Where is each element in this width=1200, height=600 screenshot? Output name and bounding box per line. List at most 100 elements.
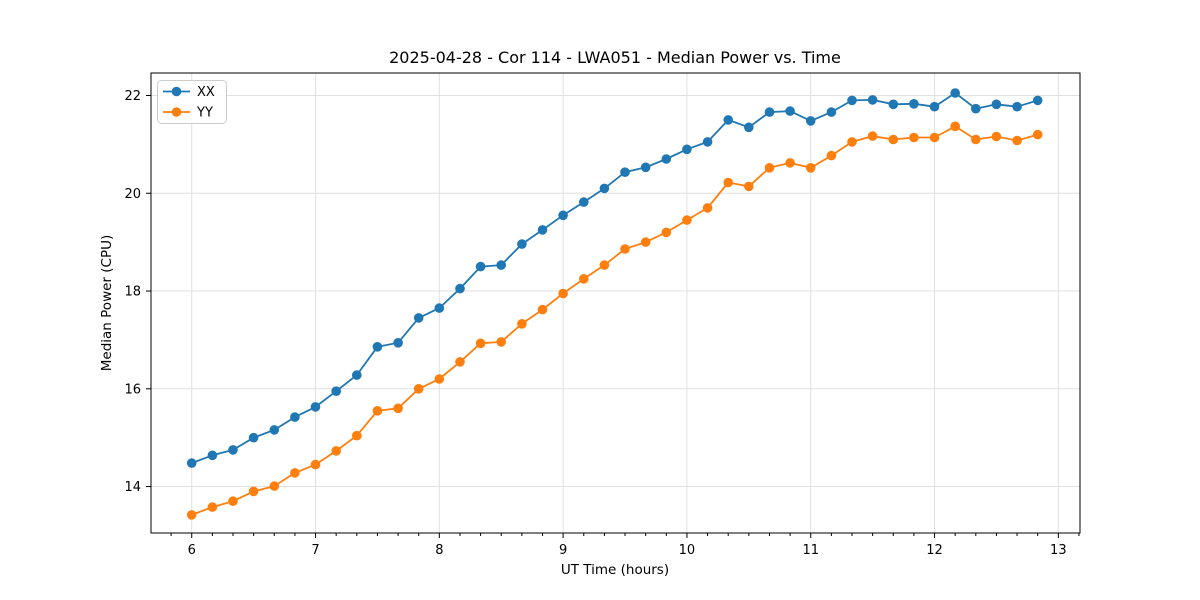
data-point-xx [991, 99, 1002, 110]
data-point-yy [682, 215, 692, 225]
data-point-yy [723, 177, 733, 188]
data-point-xx [723, 115, 733, 125]
data-point-yy [909, 132, 919, 143]
x-axis-label: UT Time (hours) [561, 562, 669, 578]
data-series [186, 88, 1043, 520]
y-tick-label: 18 [124, 285, 141, 300]
data-point-xx [599, 183, 610, 194]
data-point-yy [579, 274, 589, 284]
data-point-xx [537, 225, 548, 235]
data-point-yy [805, 163, 816, 173]
data-point-xx [517, 239, 527, 249]
data-point-yy [620, 244, 630, 254]
data-point-xx [290, 412, 300, 422]
data-point-yy [475, 338, 486, 349]
data-point-xx [331, 386, 342, 397]
grid-lines [151, 73, 1080, 533]
data-point-yy [496, 337, 507, 347]
data-point-yy [413, 384, 424, 394]
data-point-yy [950, 121, 960, 132]
legend-marker-yy [171, 107, 182, 117]
data-point-xx [352, 370, 362, 380]
data-point-xx [805, 116, 816, 126]
data-point-xx [475, 261, 486, 272]
series-xx [186, 88, 1043, 468]
data-point-xx [434, 303, 445, 313]
legend-label-xx: XX [197, 85, 215, 100]
data-point-xx [455, 283, 465, 294]
axis-ticks [146, 94, 1080, 538]
data-point-yy [186, 510, 197, 520]
data-point-yy [352, 430, 362, 441]
plot-area-frame [150, 72, 1081, 534]
data-point-xx [744, 122, 754, 133]
data-point-yy [847, 137, 857, 147]
data-point-xx [929, 101, 940, 112]
data-point-xx [764, 107, 775, 117]
data-point-xx [640, 162, 651, 173]
x-tick-label: 9 [559, 543, 567, 558]
data-point-yy [888, 134, 899, 145]
x-tick-label: 8 [435, 543, 443, 558]
data-point-xx [950, 88, 960, 98]
data-point-yy [455, 357, 465, 367]
data-point-xx [579, 197, 589, 207]
data-point-xx [702, 137, 713, 147]
data-point-xx [186, 458, 197, 468]
series-line-yy [190, 125, 1039, 516]
x-tick-label: 10 [679, 543, 696, 558]
data-point-xx [496, 260, 507, 270]
data-point-yy [971, 134, 981, 145]
data-point-xx [682, 144, 692, 155]
data-point-xx [785, 106, 795, 116]
y-tick-label: 22 [124, 89, 141, 104]
legend: XX YY [157, 80, 227, 124]
data-point-yy [867, 131, 878, 141]
data-point-yy [372, 406, 383, 416]
data-point-yy [599, 260, 610, 270]
legend-entry-xx: XX [163, 85, 215, 100]
y-axis-label: Median Power (CPU) [99, 235, 115, 371]
data-point-xx [1032, 95, 1043, 106]
data-point-xx [847, 95, 857, 106]
series-yy [186, 121, 1043, 520]
chart-title: 2025-04-28 - Cor 114 - LWA051 - Median P… [389, 48, 841, 67]
x-tick-label: 12 [926, 543, 943, 558]
data-point-xx [269, 425, 280, 435]
data-point-yy [785, 158, 795, 168]
axis-tick-labels: 6 7 8 9 10 11 12 13 14 16 18 20 22 [124, 89, 1066, 558]
data-point-xx [558, 210, 568, 221]
data-point-xx [620, 167, 630, 177]
data-point-xx [909, 99, 919, 109]
data-point-yy [929, 132, 940, 143]
data-point-xx [372, 342, 383, 352]
data-point-yy [1012, 135, 1022, 146]
data-point-yy [207, 502, 218, 512]
data-point-yy [290, 468, 300, 478]
data-point-yy [537, 304, 548, 315]
x-tick-label: 11 [802, 543, 819, 558]
legend-entry-yy: YY [163, 106, 213, 121]
data-point-yy [640, 237, 651, 247]
data-point-yy [393, 403, 403, 414]
data-point-yy [269, 481, 280, 491]
data-point-xx [413, 313, 424, 323]
x-tick-label: 6 [188, 543, 196, 558]
data-point-xx [661, 154, 672, 164]
data-point-yy [517, 319, 527, 329]
data-point-xx [393, 338, 403, 348]
y-tick-label: 14 [124, 480, 141, 495]
data-point-yy [434, 374, 445, 384]
data-point-xx [1012, 101, 1022, 112]
data-point-yy [310, 459, 321, 470]
data-point-yy [826, 150, 837, 161]
data-point-yy [764, 163, 775, 173]
data-point-xx [888, 99, 899, 110]
data-point-yy [744, 181, 754, 192]
data-point-xx [248, 432, 259, 443]
data-point-xx [310, 402, 321, 412]
legend-marker-xx [171, 86, 182, 97]
x-tick-label: 13 [1050, 543, 1067, 558]
